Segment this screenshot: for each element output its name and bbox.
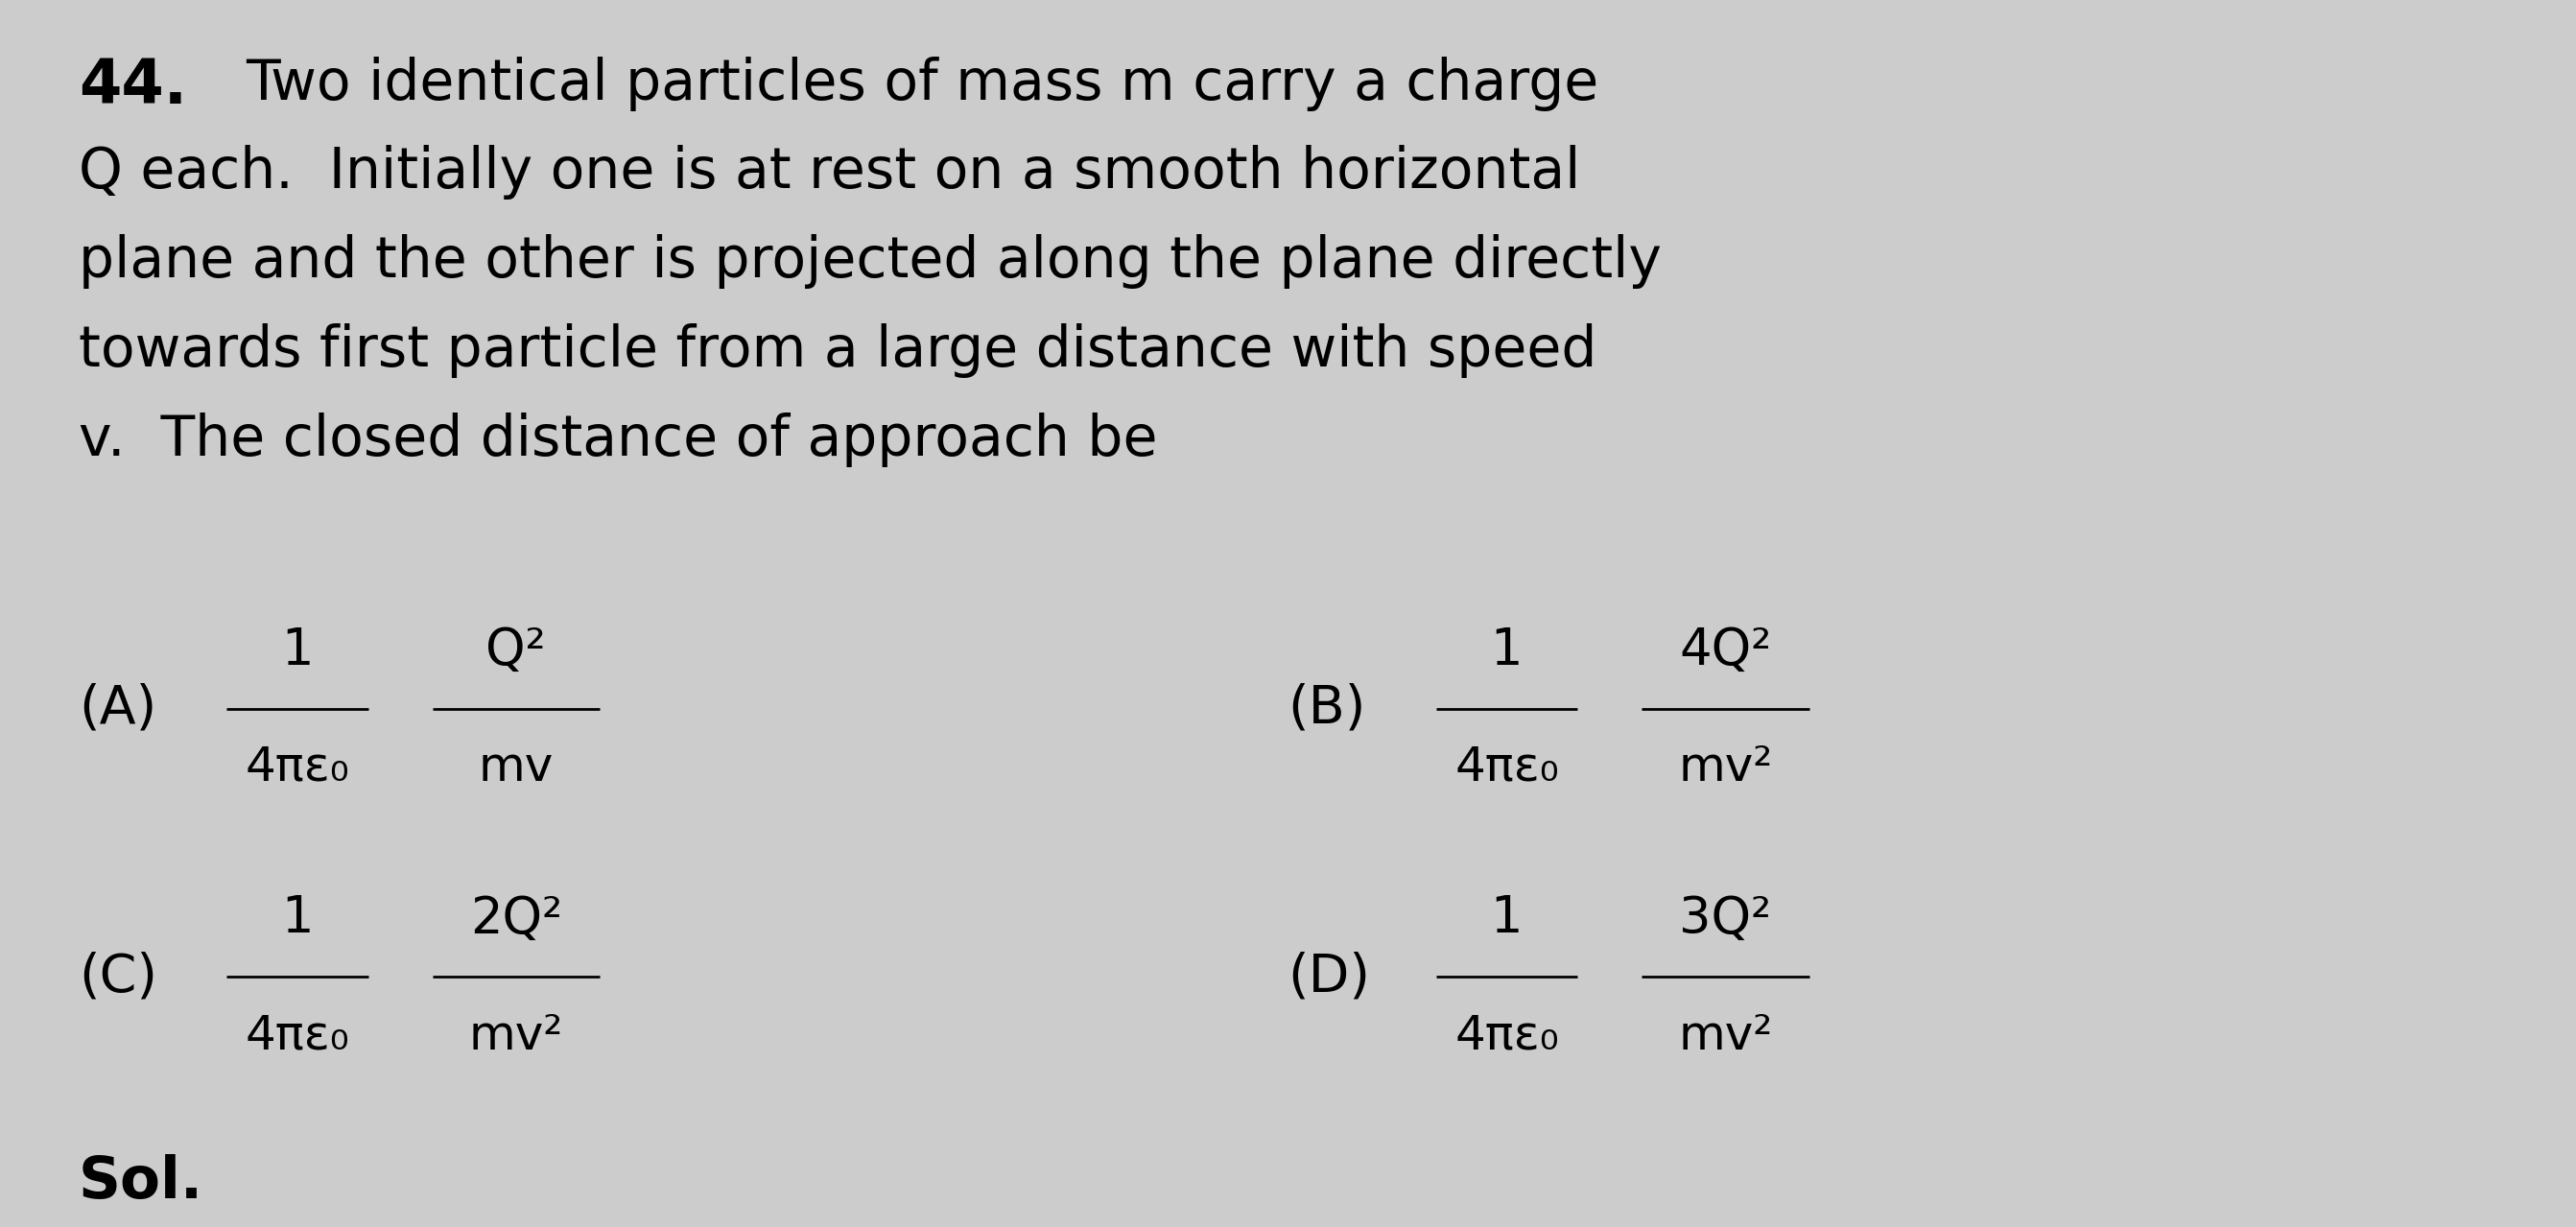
- Text: v.  The closed distance of approach be: v. The closed distance of approach be: [77, 412, 1157, 467]
- Text: 2Q²: 2Q²: [469, 893, 562, 944]
- Text: (C): (C): [77, 951, 157, 1002]
- Text: mv²: mv²: [1680, 1012, 1772, 1059]
- Text: 44.: 44.: [77, 56, 188, 115]
- Text: 1: 1: [1492, 626, 1522, 675]
- Text: 4πε₀: 4πε₀: [245, 745, 350, 790]
- Text: (B): (B): [1288, 683, 1365, 735]
- Text: Q each.  Initially one is at rest on a smooth horizontal: Q each. Initially one is at rest on a sm…: [77, 145, 1579, 200]
- Text: mv²: mv²: [1680, 745, 1772, 790]
- Text: 4πε₀: 4πε₀: [1455, 1012, 1558, 1059]
- Text: 1: 1: [281, 626, 314, 675]
- Text: mv: mv: [479, 745, 554, 790]
- Text: towards first particle from a large distance with speed: towards first particle from a large dist…: [77, 324, 1597, 378]
- Text: (A): (A): [77, 683, 157, 735]
- Text: (D): (D): [1288, 951, 1370, 1002]
- Text: mv²: mv²: [469, 1012, 564, 1059]
- Text: Sol.: Sol.: [77, 1153, 204, 1211]
- Text: 1: 1: [1492, 893, 1522, 944]
- Text: Two identical particles of mass m carry a charge: Two identical particles of mass m carry …: [245, 56, 1600, 110]
- Text: Q²: Q²: [487, 626, 546, 675]
- Text: plane and the other is projected along the plane directly: plane and the other is projected along t…: [77, 234, 1662, 290]
- Text: 3Q²: 3Q²: [1680, 893, 1772, 944]
- Text: 4Q²: 4Q²: [1680, 626, 1772, 675]
- Text: 4πε₀: 4πε₀: [1455, 745, 1558, 790]
- Text: 4πε₀: 4πε₀: [245, 1012, 350, 1059]
- Text: 1: 1: [281, 893, 314, 944]
